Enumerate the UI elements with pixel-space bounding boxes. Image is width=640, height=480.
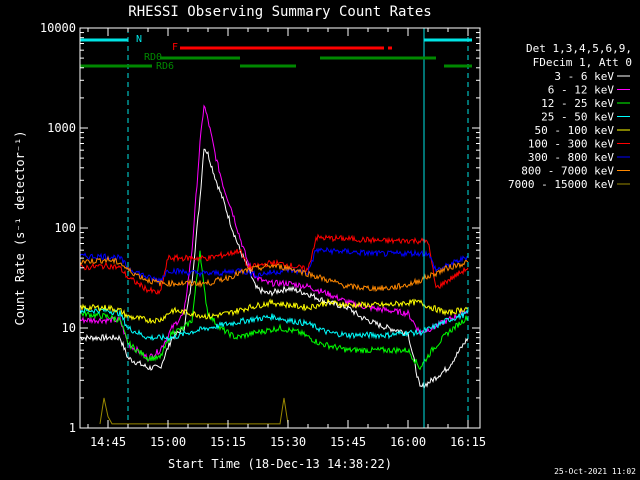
y-axis-label: Count Rate (s⁻¹ detector⁻¹) xyxy=(13,130,27,325)
series-line-300-800-kev xyxy=(79,246,469,285)
series-line-6-12-kev xyxy=(79,104,469,361)
legend-label-25-50-kev: 25 - 50 keV xyxy=(541,111,614,124)
x-tick-label: 15:45 xyxy=(330,435,366,449)
series-line-12-25-kev xyxy=(79,250,469,371)
legend-label-7000-15000-kev: 7000 - 15000 keV xyxy=(508,178,614,191)
series-line-50-100-kev xyxy=(79,298,469,325)
y-tick-label: 1000 xyxy=(47,121,76,135)
legend-header-line-2: FDecim 1, Att 0 xyxy=(533,56,632,69)
flag-label-rd0: RD0 xyxy=(144,52,162,63)
x-tick-label: 15:00 xyxy=(150,435,186,449)
x-tick-label: 14:45 xyxy=(90,435,126,449)
series-line-7000-15000-kev xyxy=(99,397,289,425)
x-tick-label: 15:15 xyxy=(210,435,246,449)
legend-label-3-6-kev: 3 - 6 keV xyxy=(554,70,614,83)
series-line-3-6-kev xyxy=(79,148,469,391)
y-axis: 1 10 100 1000 10000 xyxy=(40,21,480,435)
legend-header-line-1: Det 1,3,4,5,6,9, xyxy=(526,42,632,55)
series-line-100-300-kev xyxy=(79,233,469,295)
x-axis-label: Start Time (18-Dec-13 14:38:22) xyxy=(168,457,392,471)
flag-label-rd6: RD6 xyxy=(156,61,174,72)
flag-label-n: N xyxy=(136,34,142,45)
x-axis: 14:45 15:00 15:15 15:30 15:45 16:00 16:15 xyxy=(87,28,486,449)
y-tick-label: 10000 xyxy=(40,21,76,35)
legend-label-6-12-kev: 6 - 12 keV xyxy=(548,84,615,97)
legend-label-12-25-kev: 12 - 25 keV xyxy=(541,97,614,110)
y-tick-label: 1 xyxy=(69,421,76,435)
legend: Det 1,3,4,5,6,9, FDecim 1, Att 0 3 - 6 k… xyxy=(508,42,632,191)
series-line-25-50-kev xyxy=(79,305,469,342)
chart-title: RHESSI Observing Summary Count Rates xyxy=(128,4,431,20)
x-tick-label: 16:15 xyxy=(450,435,486,449)
x-tick-label: 16:00 xyxy=(390,435,426,449)
y-tick-label: 10 xyxy=(62,321,76,335)
x-tick-label: 15:30 xyxy=(270,435,306,449)
legend-label-100-300-kev: 100 - 300 keV xyxy=(528,138,614,151)
generation-timestamp: 25-Oct-2021 11:02 xyxy=(554,467,636,476)
legend-label-50-100-kev: 50 - 100 keV xyxy=(535,124,615,137)
legend-label-800-7000-kev: 800 - 7000 keV xyxy=(521,165,614,178)
legend-label-300-800-kev: 300 - 800 keV xyxy=(528,151,614,164)
y-tick-label: 100 xyxy=(54,221,76,235)
flag-label-f: F xyxy=(172,42,178,53)
series-line-800-7000-kev xyxy=(79,255,469,293)
